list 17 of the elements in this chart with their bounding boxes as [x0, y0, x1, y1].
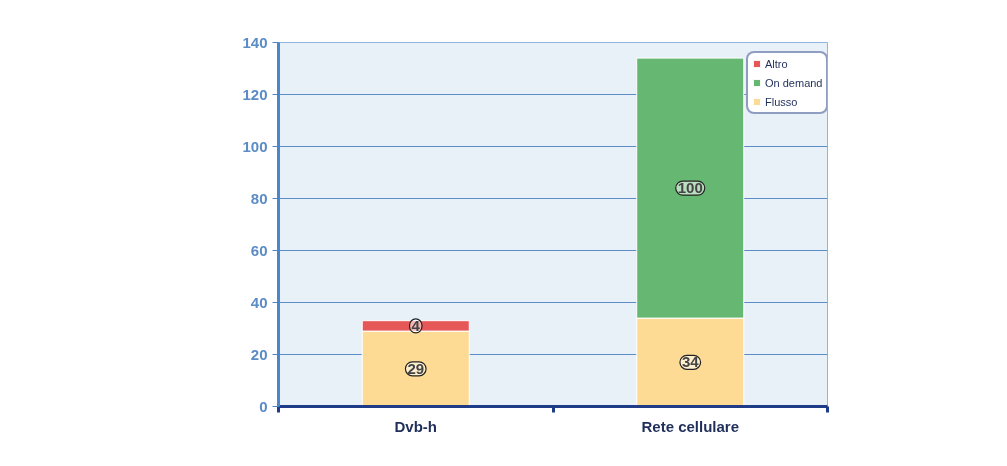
x-tick-label: Rete cellulare [641, 417, 740, 435]
data-label: 4 [411, 316, 421, 334]
legend-label: Flusso [765, 95, 798, 108]
y-tick-label: 80 [250, 189, 268, 207]
y-tick-label: 0 [259, 397, 268, 415]
y-tick-label: 140 [242, 33, 268, 51]
legend-label: On demand [765, 76, 823, 89]
data-label: 29 [407, 359, 425, 377]
y-tick-label: 120 [242, 85, 268, 103]
y-tick-label: 40 [250, 293, 268, 311]
legend-label: Altro [765, 57, 788, 70]
y-tick-label: 20 [250, 345, 268, 363]
data-label: 100 [677, 179, 703, 197]
data-label: 34 [681, 353, 700, 371]
y-tick-label: 60 [250, 241, 268, 259]
y-tick-label: 100 [242, 137, 268, 155]
x-tick-label: Dvb-h [394, 417, 437, 435]
